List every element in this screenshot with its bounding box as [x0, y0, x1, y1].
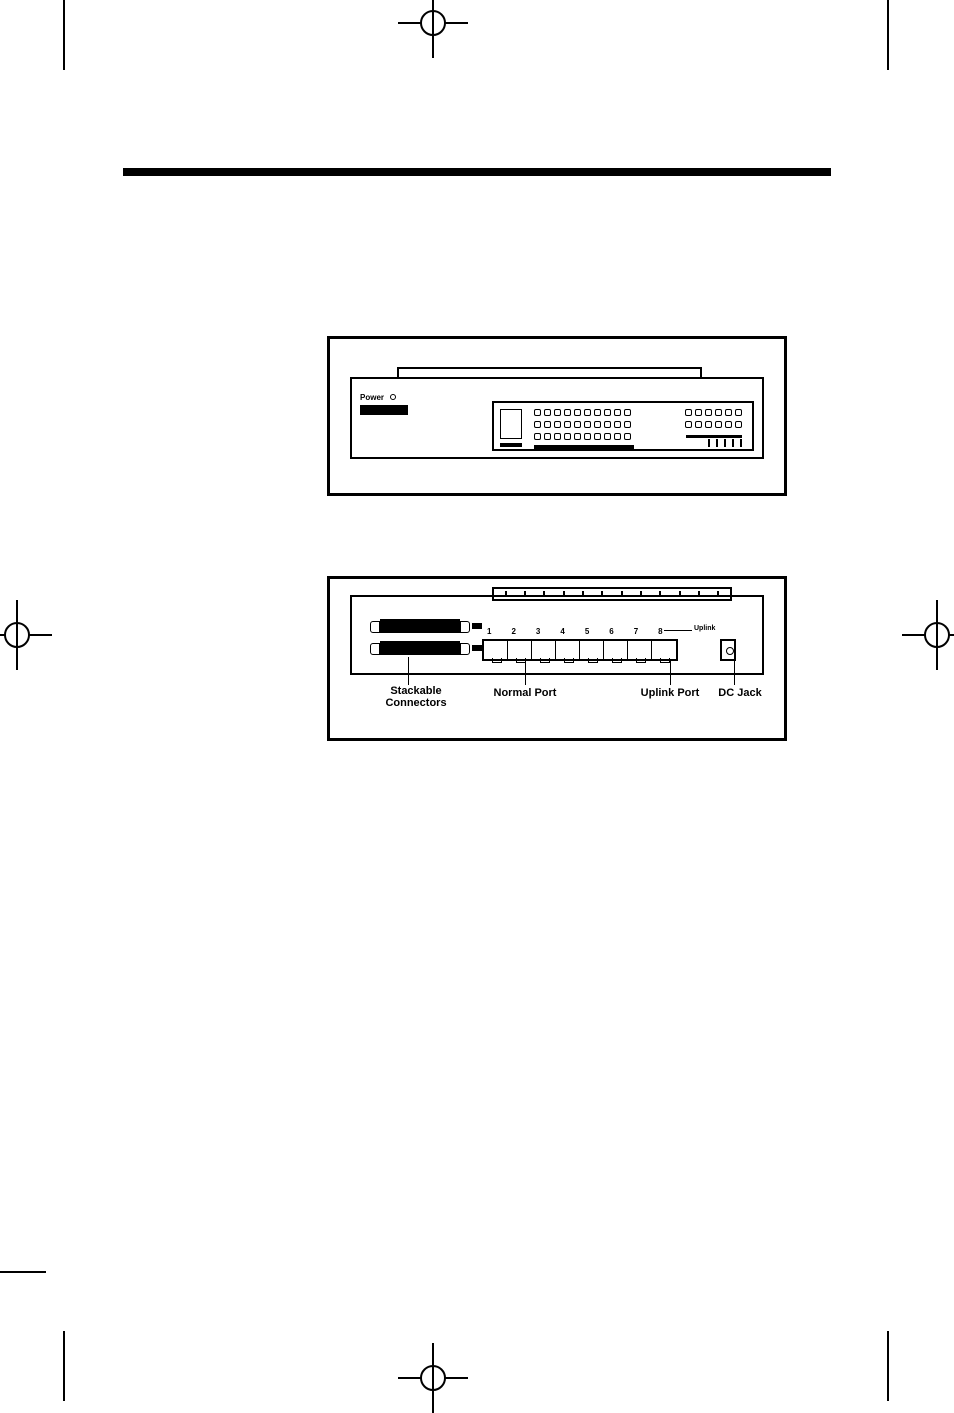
- uplink-label: Uplink: [694, 625, 715, 632]
- crop-mark: [63, 1331, 65, 1401]
- crop-mark: [887, 0, 889, 70]
- callout-uplink: Uplink Port: [630, 687, 710, 699]
- stackable-connector: [380, 619, 460, 633]
- registration-mark: [398, 1343, 468, 1413]
- vent-slots: [492, 587, 732, 601]
- stackable-connector: [380, 641, 460, 655]
- led-row: [534, 421, 631, 428]
- horizontal-rule: [123, 168, 831, 176]
- brand-plate: [360, 405, 408, 415]
- port-numbers: 1 2 3 4 5 6 7 8: [487, 627, 663, 636]
- crop-mark: [887, 1331, 889, 1401]
- callout-normal: Normal Port: [480, 687, 570, 699]
- crop-mark: [63, 0, 65, 70]
- callout-line: [734, 661, 735, 685]
- rj45-ports: [482, 639, 678, 661]
- dc-jack: [720, 639, 736, 661]
- figure-rear-panel: 1 2 3 4 5 6 7 8 Uplink Stackable Connect: [327, 576, 787, 741]
- figure-front-panel: Power: [327, 336, 787, 496]
- registration-mark: [0, 600, 52, 670]
- led-row: [685, 421, 742, 428]
- crop-mark: [0, 1271, 46, 1273]
- callout-line: [408, 657, 409, 685]
- callout-dc: DC Jack: [710, 687, 770, 699]
- led-row: [534, 433, 631, 440]
- power-led-icon: [390, 394, 396, 400]
- led-row: [534, 409, 631, 416]
- callout-line: [525, 661, 526, 685]
- led-row: [685, 409, 742, 416]
- led-panel: [492, 401, 754, 451]
- device-rear: 1 2 3 4 5 6 7 8 Uplink: [350, 595, 764, 675]
- callout-stackable: Stackable Connectors: [376, 685, 456, 709]
- device-front: Power: [350, 377, 764, 459]
- uplink-indicator: [664, 630, 692, 631]
- registration-mark: [902, 600, 954, 670]
- registration-mark: [398, 0, 468, 58]
- page-content: Power: [123, 168, 831, 741]
- callout-line: [670, 661, 671, 685]
- power-label: Power: [360, 393, 384, 402]
